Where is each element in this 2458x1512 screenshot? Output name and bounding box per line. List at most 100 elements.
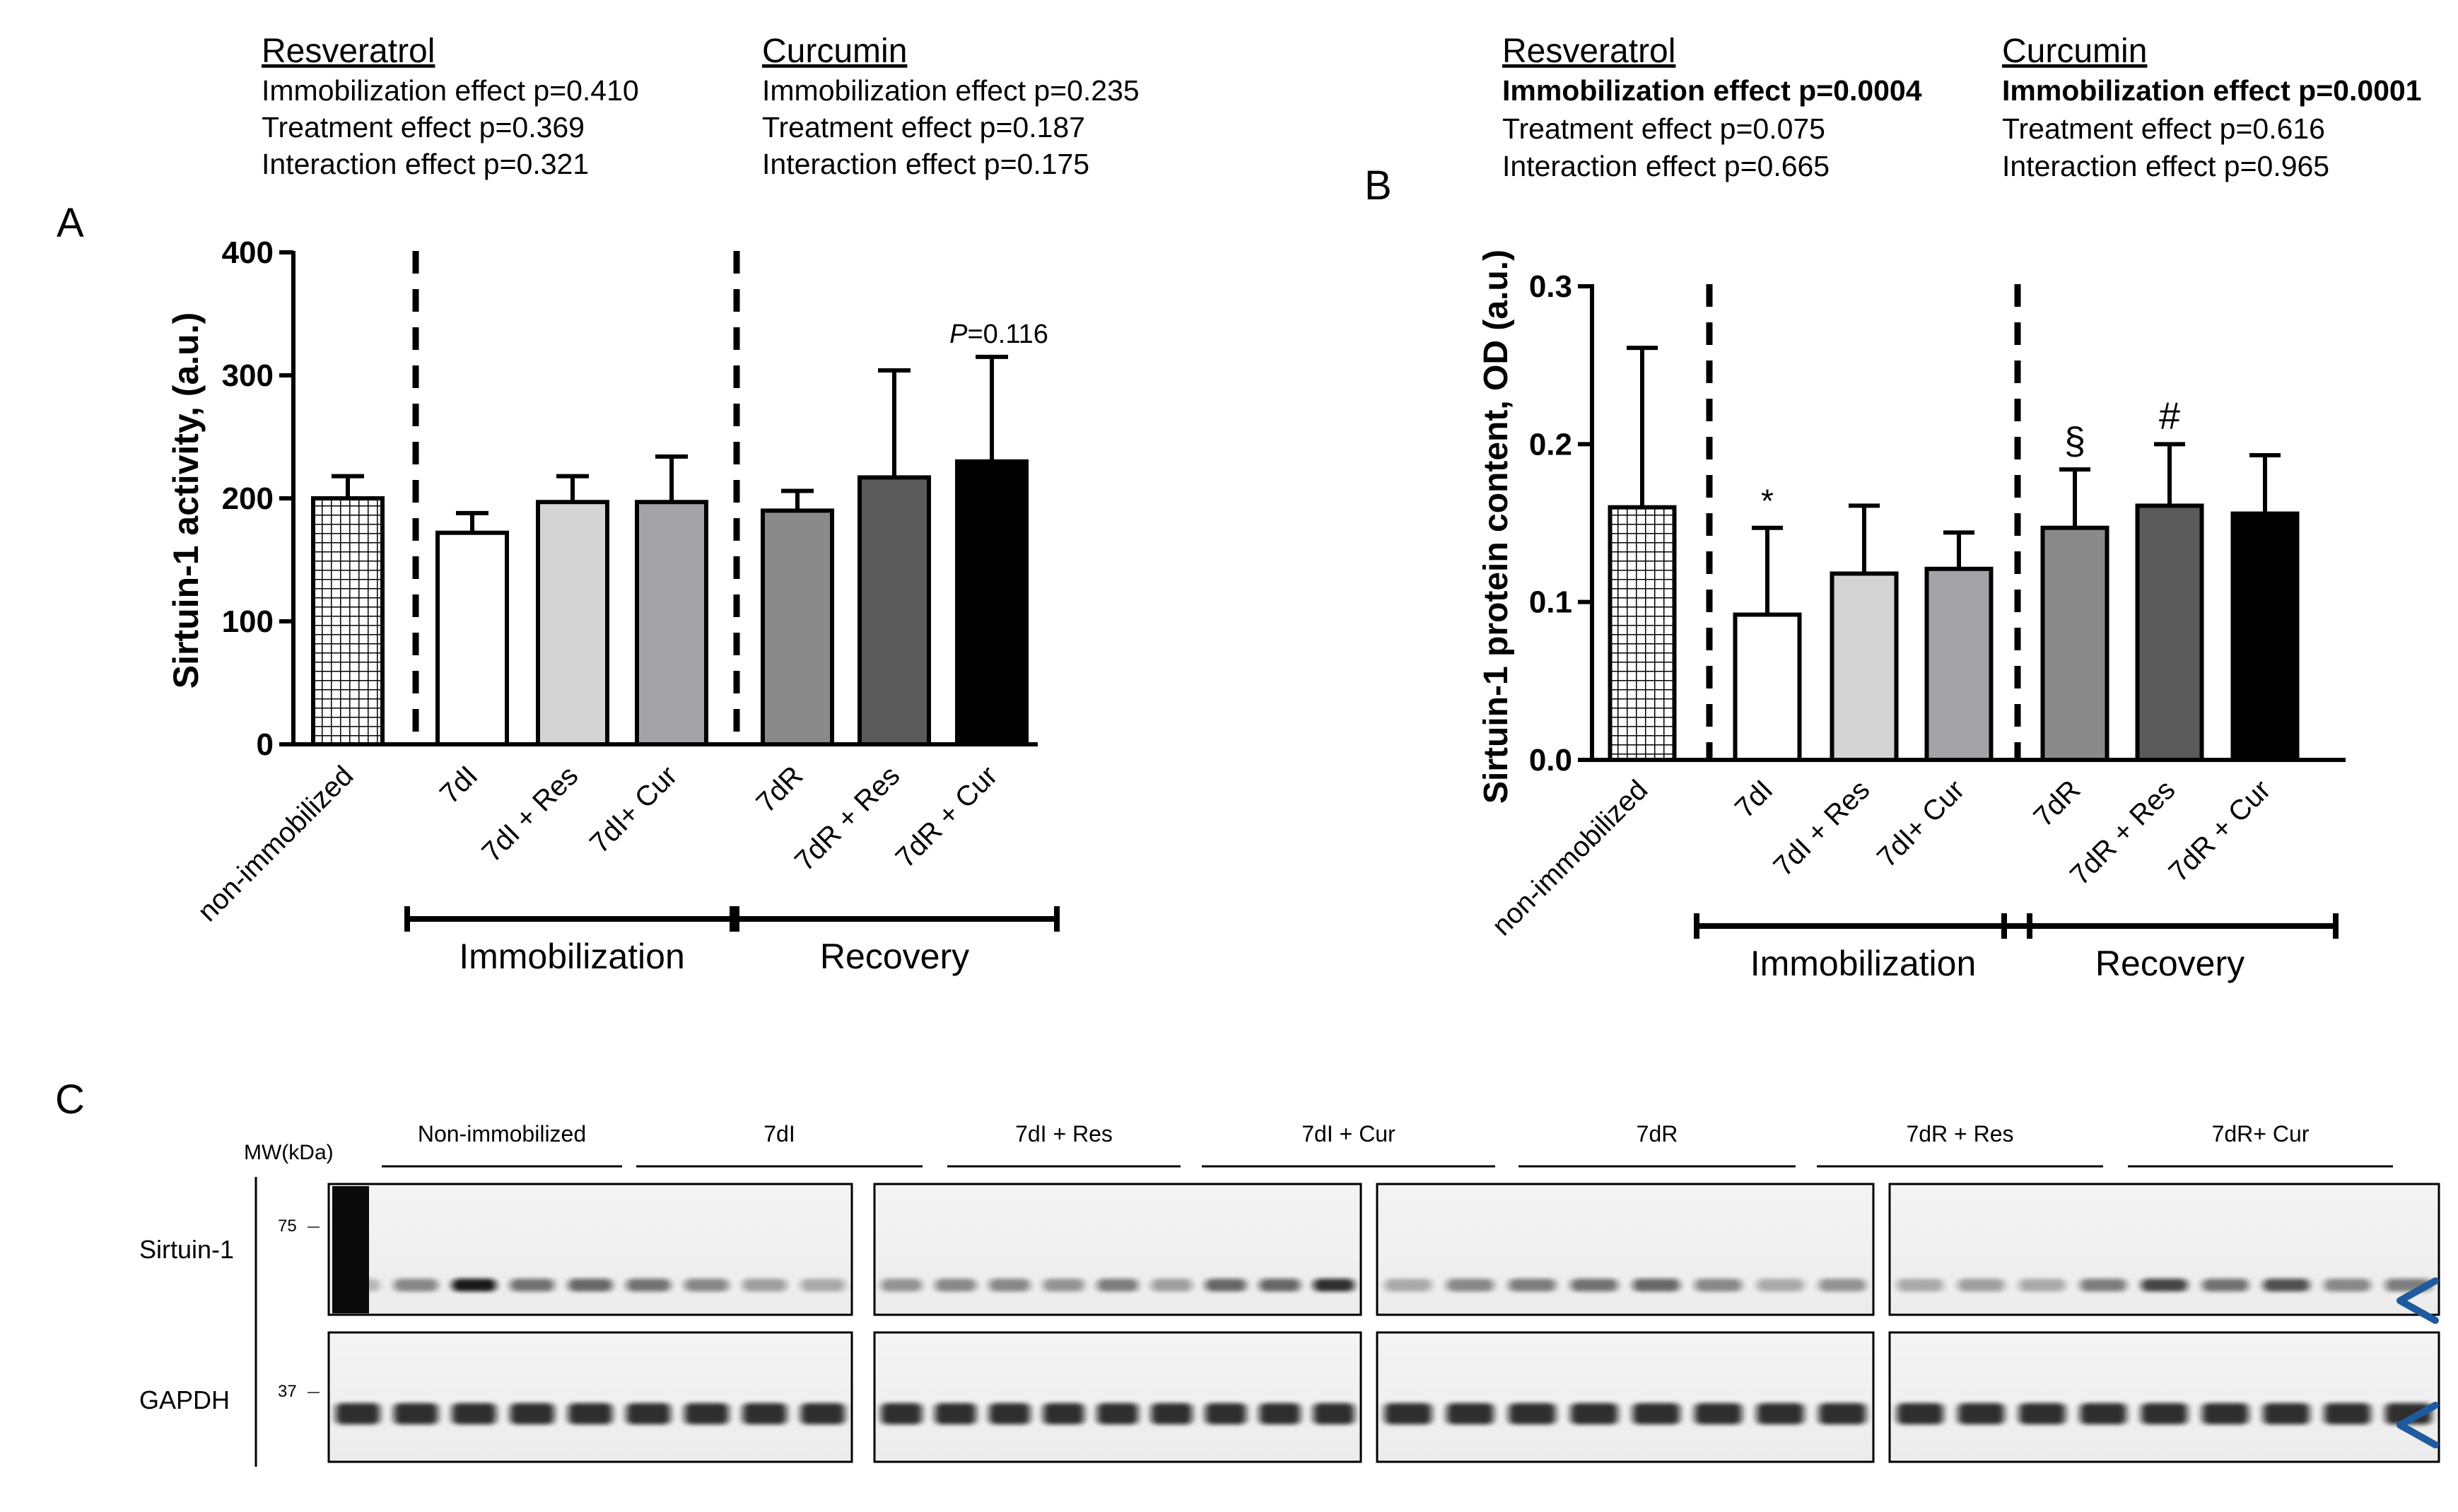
blot-membranes <box>327 1183 2440 1463</box>
blot-band <box>989 1403 1031 1424</box>
panel-a-stats-curcumin: Curcumin Immobilization effect p=0.235 T… <box>762 33 1140 180</box>
blot-dark-edge <box>332 1186 369 1313</box>
bar <box>955 459 1029 746</box>
blot-band <box>1313 1279 1354 1291</box>
blot-band <box>1205 1403 1246 1424</box>
annotation-symbol: § <box>2064 420 2085 462</box>
blot-band <box>568 1403 613 1424</box>
group-label: Immobilization <box>459 937 685 976</box>
blot-band <box>1096 1279 1139 1291</box>
y-axis-label: Sirtuin-1 protein content, OD (a.u.) <box>1477 250 1515 804</box>
stats-title: Curcumin <box>762 33 907 70</box>
blot-band <box>2080 1403 2126 1424</box>
bars <box>1608 346 2300 763</box>
blot-band <box>1695 1403 1742 1424</box>
stats-line: Interaction effect p=0.965 <box>2002 150 2329 182</box>
blot-membrane <box>873 1331 1362 1463</box>
lane-group-label: 7dI <box>763 1121 795 1147</box>
stats-line: Immobilization effect p=0.410 <box>262 74 639 107</box>
band-arrow-icon <box>2396 1277 2439 1324</box>
panel-a-letter: A <box>57 200 84 246</box>
blot-membrane <box>1376 1183 1875 1316</box>
x-tick-label: 7dI <box>1729 774 1779 824</box>
blot-band <box>1446 1279 1494 1291</box>
stats-title: Curcumin <box>2002 33 2147 70</box>
blot-band <box>394 1403 438 1424</box>
y-tick-label: 0.0 <box>1529 743 1572 778</box>
x-tick-label: non-immobilized <box>192 760 359 927</box>
blot-band <box>800 1279 845 1291</box>
blot-band <box>1632 1279 1680 1291</box>
x-tick-label: 7dI+ Cur <box>1871 774 1970 873</box>
stats-line: Treatment effect p=0.075 <box>1502 112 1825 145</box>
blot-band <box>684 1403 729 1424</box>
x-tick-label: 7dR + Cur <box>2163 774 2277 888</box>
blot-band <box>989 1279 1031 1291</box>
x-tick-label: 7dI+ Cur <box>584 760 683 859</box>
stats-line: Immobilization effect p=0.0001 <box>2002 74 2422 107</box>
x-tick-label: 7dR <box>750 760 809 819</box>
y-tick-label: 0 <box>257 727 274 762</box>
bar <box>1830 571 1899 762</box>
lane-group-label: 7dI + Res <box>1015 1121 1113 1147</box>
bars <box>311 354 1029 747</box>
blot-band <box>935 1403 976 1424</box>
stats-line: Immobilization effect p=0.0004 <box>1502 74 1922 107</box>
blot-band <box>2019 1403 2066 1424</box>
bar <box>1924 566 1994 762</box>
row-label-sirtuin: Sirtuin-1 <box>139 1235 234 1264</box>
blot-band <box>510 1279 555 1291</box>
blot-band <box>1043 1279 1084 1291</box>
blot-band <box>1757 1403 1804 1424</box>
annotation-symbol: * <box>1761 483 1774 520</box>
lane-group-label: 7dR+ Cur <box>2212 1121 2310 1147</box>
stats-title: Resveratrol <box>1502 33 1675 70</box>
stats-line: Interaction effect p=0.175 <box>762 148 1089 180</box>
blot-band <box>1259 1279 1301 1291</box>
blot-band <box>935 1279 976 1291</box>
blot-band <box>1151 1279 1193 1291</box>
blot-band <box>1509 1279 1556 1291</box>
blot-band <box>1695 1279 1742 1291</box>
x-tick-label: 7dI + Res <box>476 760 584 868</box>
x-tick-label: 7dR + Cur <box>890 760 1004 874</box>
blot-band <box>1897 1279 1943 1291</box>
group-label: Recovery <box>2095 944 2245 983</box>
group-label: Recovery <box>820 937 969 976</box>
y-tick-label: 200 <box>222 481 274 516</box>
y-tick-label: 0.1 <box>1529 585 1572 620</box>
blot-band <box>2324 1403 2371 1424</box>
annotations: * § # <box>1761 394 2180 519</box>
blot-band <box>1384 1403 1432 1424</box>
stats-line: Treatment effect p=0.187 <box>762 111 1085 143</box>
blot-membrane <box>873 1183 1362 1316</box>
blot-band <box>1757 1279 1804 1291</box>
blot-band <box>1957 1403 2005 1424</box>
blot-band <box>800 1403 845 1424</box>
mw-label: MW(kDa) <box>244 1141 334 1164</box>
stats-line: Interaction effect p=0.321 <box>262 148 589 180</box>
blot-band <box>1259 1403 1301 1424</box>
blot-band <box>626 1279 671 1291</box>
blot-band <box>1957 1279 2005 1291</box>
panel-c-letter: C <box>55 1077 85 1123</box>
blot-band <box>394 1279 438 1291</box>
y-tick-label: 0.2 <box>1529 427 1572 462</box>
blot-band <box>1818 1403 1866 1424</box>
panel-c: C MW(kDa) Sirtuin-1 75 GAPDH 37 Non-immo… <box>55 1077 2440 1467</box>
annotation-symbol: # <box>2159 394 2180 437</box>
blot-band <box>881 1279 923 1291</box>
annotation-text: =0.116 <box>967 320 1048 349</box>
stats-title: Resveratrol <box>262 33 435 70</box>
bar <box>311 496 385 746</box>
blot-band <box>1043 1403 1084 1424</box>
bar <box>635 500 708 746</box>
blot-band <box>2385 1403 2432 1424</box>
blot-band <box>1313 1403 1354 1424</box>
blot-band <box>1096 1403 1139 1424</box>
blot-band <box>2141 1279 2188 1291</box>
blot-band <box>1570 1279 1618 1291</box>
blot-band <box>2202 1279 2249 1291</box>
panel-a: A Resveratrol Immobilization effect p=0.… <box>57 33 1140 976</box>
blot-band <box>1509 1403 1556 1424</box>
